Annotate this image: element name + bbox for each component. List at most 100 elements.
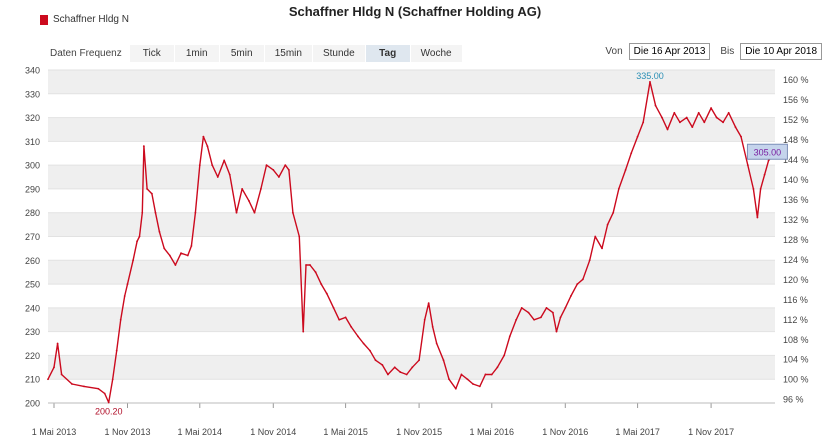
data-point bbox=[559, 316, 562, 319]
grid-band bbox=[48, 70, 775, 94]
y-tick-label: 330 bbox=[25, 89, 40, 99]
y-tick-label: 270 bbox=[25, 232, 40, 242]
last-value-box bbox=[746, 143, 788, 160]
y-tick-label: 210 bbox=[25, 375, 40, 385]
y2-tick-label: 156 % bbox=[783, 95, 809, 105]
data-point bbox=[132, 259, 134, 262]
frequency-woche-button[interactable]: Woche bbox=[410, 44, 462, 62]
data-point bbox=[545, 306, 548, 309]
y-tick-label: 200 bbox=[25, 399, 40, 409]
frequency-stunde-button[interactable]: Stunde bbox=[312, 44, 365, 62]
data-point bbox=[423, 318, 426, 321]
data-point bbox=[168, 254, 171, 257]
data-point bbox=[83, 385, 85, 388]
data-point bbox=[150, 192, 153, 195]
data-point bbox=[442, 359, 445, 362]
frequency-1min-button[interactable]: 1min bbox=[174, 44, 219, 62]
data-point bbox=[154, 211, 157, 214]
data-point bbox=[350, 325, 353, 328]
data-point bbox=[555, 330, 558, 333]
legend-swatch bbox=[40, 14, 48, 25]
data-point bbox=[697, 111, 700, 114]
frequency-15min-button[interactable]: 15min bbox=[264, 44, 312, 62]
data-point bbox=[97, 387, 100, 390]
data-point bbox=[435, 342, 438, 345]
data-point bbox=[260, 188, 262, 190]
legend[interactable]: Schaffner Hldg N bbox=[40, 14, 129, 25]
data-point bbox=[142, 145, 145, 148]
y-tick-label: 250 bbox=[25, 280, 40, 290]
data-point bbox=[472, 383, 474, 385]
data-point bbox=[691, 126, 694, 128]
series-line bbox=[47, 81, 776, 404]
data-point bbox=[756, 216, 759, 219]
frequency-tick-button[interactable]: Tick bbox=[129, 44, 174, 62]
data-point bbox=[206, 145, 209, 148]
x-tick-label: 1 Nov 2014 bbox=[250, 427, 296, 437]
data-point bbox=[527, 311, 530, 314]
x-tick-label: 1 Mai 2016 bbox=[470, 427, 515, 437]
min-value-label: 200.20 bbox=[95, 407, 123, 417]
data-point bbox=[727, 111, 730, 114]
data-point bbox=[606, 223, 609, 226]
data-point bbox=[503, 354, 506, 357]
data-point bbox=[241, 188, 244, 190]
data-point bbox=[223, 159, 226, 162]
data-point bbox=[387, 373, 389, 376]
data-point bbox=[490, 373, 493, 376]
data-point bbox=[211, 164, 214, 167]
data-point bbox=[305, 264, 307, 266]
data-point bbox=[601, 247, 603, 250]
y-tick-label: 220 bbox=[25, 351, 40, 361]
to-label: Bis bbox=[720, 46, 735, 57]
data-point bbox=[710, 107, 712, 109]
last-value-label: 305.00 bbox=[754, 147, 782, 157]
data-point bbox=[460, 373, 463, 376]
frequency-tag-button[interactable]: Tag bbox=[365, 44, 410, 62]
data-point bbox=[53, 366, 55, 369]
x-tick-label: 1 Mai 2014 bbox=[178, 427, 223, 437]
data-point bbox=[138, 235, 141, 238]
data-point bbox=[427, 302, 430, 304]
y-tick-label: 320 bbox=[25, 113, 40, 123]
data-point bbox=[309, 264, 311, 266]
data-point bbox=[146, 188, 148, 190]
grid-band bbox=[48, 307, 775, 332]
data-point bbox=[569, 295, 572, 297]
data-point bbox=[617, 188, 620, 190]
data-point bbox=[752, 188, 755, 190]
y-tick-label: 290 bbox=[25, 184, 40, 194]
data-point bbox=[119, 318, 122, 321]
data-point bbox=[649, 80, 651, 83]
from-date-input[interactable]: Die 16 Apr 2013 bbox=[628, 43, 711, 60]
frequency-5min-button[interactable]: 5min bbox=[219, 44, 264, 62]
data-point bbox=[357, 335, 359, 338]
data-point bbox=[369, 349, 371, 352]
data-point bbox=[344, 316, 347, 319]
data-point bbox=[381, 364, 384, 366]
y2-tick-label: 120 % bbox=[783, 275, 809, 285]
data-point bbox=[642, 121, 645, 124]
y-tick-label: 280 bbox=[25, 208, 40, 218]
x-tick-label: 1 Mai 2013 bbox=[32, 427, 77, 437]
y2-tick-label: 132 % bbox=[783, 215, 809, 225]
data-point bbox=[272, 169, 275, 171]
x-tick-label: 1 Mai 2015 bbox=[323, 427, 368, 437]
to-date-input[interactable]: Die 10 Apr 2018 bbox=[740, 43, 822, 60]
grid-band bbox=[48, 212, 775, 237]
y2-tick-label: 104 % bbox=[783, 355, 809, 365]
data-point bbox=[277, 176, 280, 178]
data-point bbox=[141, 211, 144, 214]
data-point bbox=[673, 111, 676, 114]
data-point bbox=[508, 335, 511, 338]
data-point bbox=[715, 116, 718, 119]
data-point bbox=[123, 295, 126, 297]
grid-band bbox=[48, 117, 775, 142]
data-point bbox=[767, 159, 770, 162]
y2-tick-label: 160 % bbox=[783, 75, 809, 85]
y2-tick-label: 128 % bbox=[783, 235, 809, 245]
data-point bbox=[107, 401, 110, 404]
x-tick-label: 1 Nov 2015 bbox=[396, 427, 442, 437]
y-tick-label: 260 bbox=[25, 256, 40, 266]
